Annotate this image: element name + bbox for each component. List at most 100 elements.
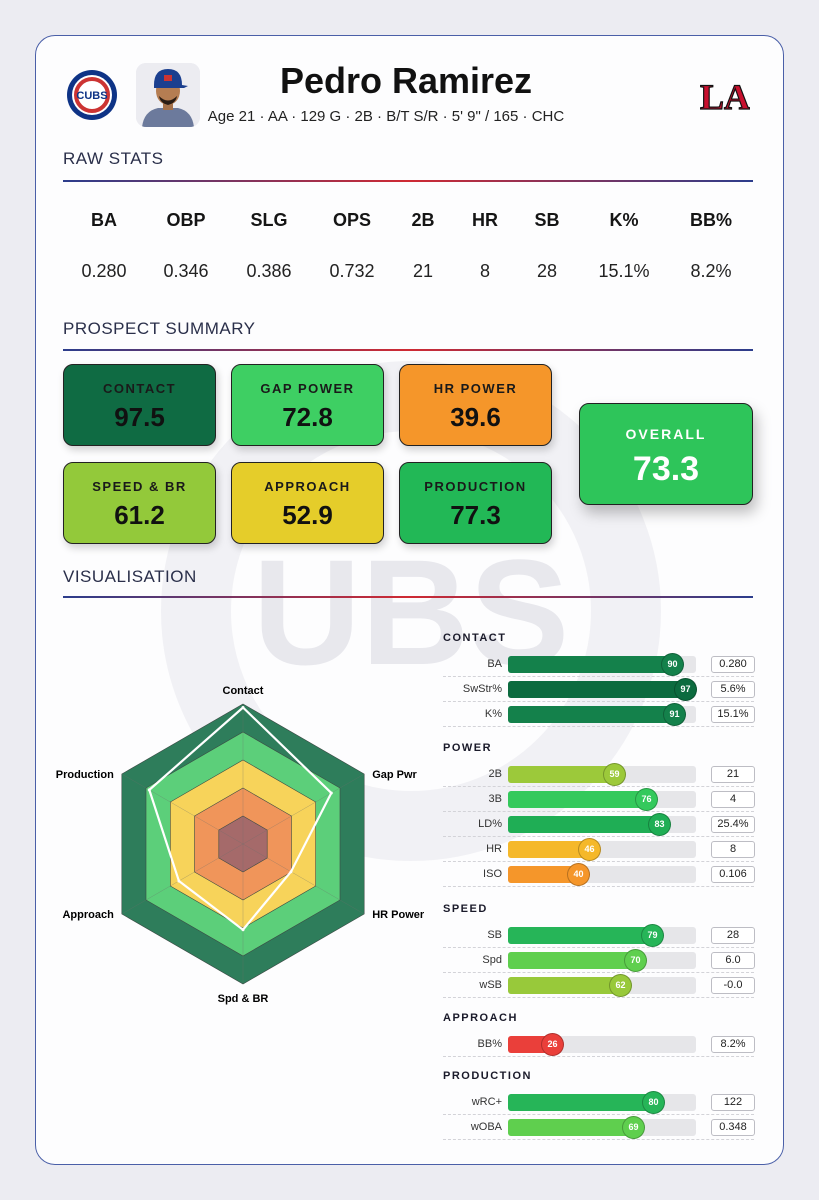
metric-value: 0.348 xyxy=(711,1119,755,1136)
player-card: UBS CUBS Pedro Ramirez Age 21 · AA · 129… xyxy=(35,35,784,1165)
metric-group-title: POWER xyxy=(443,742,493,754)
radar-axis-label: Contact xyxy=(223,685,264,697)
metric-label: K% xyxy=(484,708,502,720)
radar-axis-label: HR Power xyxy=(372,909,425,921)
row-divider xyxy=(443,836,754,837)
metric-label: BA xyxy=(487,658,502,670)
tile-label: PRODUCTION xyxy=(424,479,527,494)
metric-bar-track: 40 xyxy=(508,863,696,886)
radar-spoke xyxy=(242,843,365,915)
metric-bar-fill xyxy=(508,952,640,969)
team-logo-text: CUBS xyxy=(76,90,107,102)
metric-value: 4 xyxy=(711,791,755,808)
overall-tile: OVERALL 73.3 xyxy=(579,403,753,505)
metric-bar-track: 83 xyxy=(508,813,696,836)
row-divider xyxy=(443,947,754,948)
metric-bar-track: 97 xyxy=(508,678,697,701)
metric-group-title: CONTACT xyxy=(443,632,507,644)
stat-value: 0.346 xyxy=(163,261,209,281)
player-photo xyxy=(136,63,200,127)
metric-bar-fill xyxy=(508,866,583,883)
metric-bar-track: 79 xyxy=(508,924,696,947)
metric-bar-fill xyxy=(508,1094,658,1111)
metric-label: 2B xyxy=(488,768,502,780)
metric-value: 21 xyxy=(711,766,755,783)
stat-header: SLG xyxy=(250,210,288,230)
metric-bar-track: 70 xyxy=(508,949,696,972)
tile-approach: APPROACH 52.9 xyxy=(231,462,384,544)
metric-bar-fill xyxy=(508,766,619,783)
row-divider xyxy=(443,861,754,862)
metric-value: 25.4% xyxy=(711,816,755,833)
metric-label: wSB xyxy=(479,979,502,991)
section-divider xyxy=(63,349,753,351)
tile-label: GAP POWER xyxy=(260,381,355,396)
radar-axis-label: Gap Pwr xyxy=(372,769,417,781)
player-name: Pedro Ramirez xyxy=(279,60,533,101)
metric-bar-fill xyxy=(508,656,677,673)
metric-bar-track: 59 xyxy=(508,763,696,786)
metric-bar-track: 90 xyxy=(508,653,696,676)
metric-percentile: 59 xyxy=(603,763,626,786)
row-divider xyxy=(443,811,754,812)
metric-group-title: APPROACH xyxy=(443,1012,518,1024)
stat-value: 8.2% xyxy=(690,261,732,281)
radar-point xyxy=(329,791,333,795)
metric-percentile: 69 xyxy=(622,1116,645,1139)
metric-value: 15.1% xyxy=(711,706,755,723)
tile-contact: CONTACT 97.5 xyxy=(63,364,216,446)
radar-spoke xyxy=(121,773,244,845)
metric-label: ISO xyxy=(483,868,502,880)
radar-point xyxy=(147,788,151,792)
metric-group-title: PRODUCTION xyxy=(443,1070,532,1082)
row-divider xyxy=(443,886,754,887)
section-divider xyxy=(63,180,753,182)
row-divider xyxy=(443,997,754,998)
tile-value: 77.3 xyxy=(450,500,501,530)
metric-bar-track: 76 xyxy=(508,788,696,811)
stat-value: 28 xyxy=(536,261,558,281)
tile-production: PRODUCTION 77.3 xyxy=(399,462,552,544)
tile-label: CONTACT xyxy=(102,381,177,396)
metric-label: SB xyxy=(487,929,502,941)
metric-percentile: 26 xyxy=(541,1033,564,1056)
row-divider xyxy=(443,1139,754,1140)
metric-value: 6.0 xyxy=(711,952,755,969)
row-divider xyxy=(443,972,754,973)
stat-header: K% xyxy=(609,210,639,230)
metric-label: SwStr% xyxy=(462,683,502,695)
tile-hr-power: HR POWER 39.6 xyxy=(399,364,552,446)
row-divider xyxy=(443,1056,754,1057)
metric-bar-fill xyxy=(508,706,679,723)
metric-percentile: 70 xyxy=(624,949,647,972)
team-logo: CUBS xyxy=(67,70,117,120)
stat-header: BA xyxy=(91,210,117,230)
metric-value: -0.0 xyxy=(711,977,755,994)
metric-value: 8.2% xyxy=(711,1036,755,1053)
metric-label: wRC+ xyxy=(471,1096,502,1108)
row-divider xyxy=(443,676,754,677)
player-avatar-icon xyxy=(136,63,200,127)
tile-value: 97.5 xyxy=(114,402,165,432)
row-divider xyxy=(443,701,754,702)
radar-point xyxy=(241,928,245,932)
section-title-raw-stats: RAW STATS xyxy=(63,149,164,168)
metric-percentile: 76 xyxy=(635,788,658,811)
row-divider xyxy=(443,786,754,787)
metric-bar-fill xyxy=(508,791,651,808)
metric-group-title: SPEED xyxy=(443,903,488,915)
tile-value: 52.9 xyxy=(282,500,333,530)
metric-percentile: 62 xyxy=(609,974,632,997)
metric-value: 28 xyxy=(711,927,755,944)
stat-header: OPS xyxy=(332,210,371,230)
metric-label: LD% xyxy=(478,818,502,830)
radar-point xyxy=(177,879,181,883)
overall-label: OVERALL xyxy=(625,426,707,442)
section-divider xyxy=(63,596,753,598)
tile-value: 39.6 xyxy=(450,402,501,432)
tile-value: 61.2 xyxy=(114,500,165,530)
brand-logo-text: LA xyxy=(700,77,750,117)
metric-percentile: 91 xyxy=(663,703,686,726)
stat-header: SB xyxy=(534,210,560,230)
metric-label: Spd xyxy=(482,954,502,966)
